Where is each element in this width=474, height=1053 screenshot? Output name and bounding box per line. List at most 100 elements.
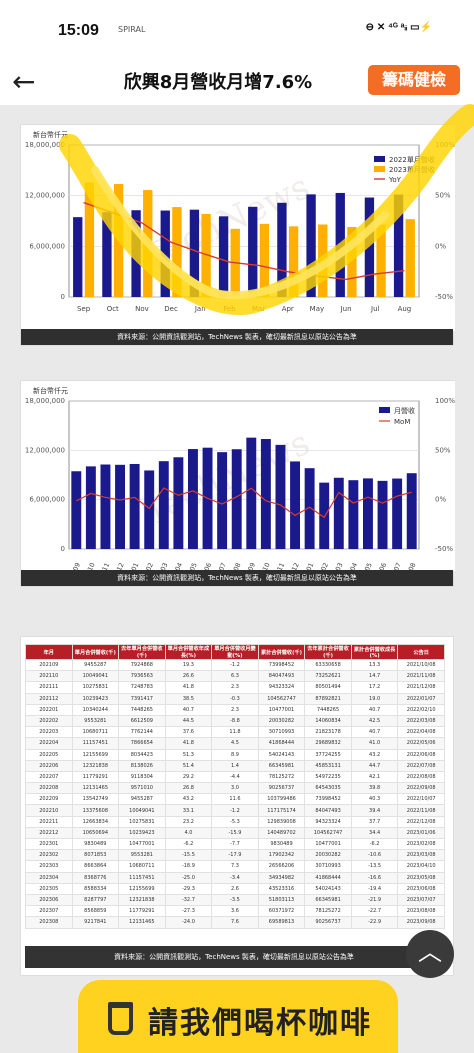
table-cell: 2023/08/08 <box>397 905 445 918</box>
x-tick-label: 22-03 <box>154 561 169 571</box>
table-cell: 13542749 <box>71 793 120 806</box>
x-tick-label: 23-03 <box>329 561 344 571</box>
table-cell: 14060834 <box>304 714 352 728</box>
bar-2022 <box>335 192 345 297</box>
y-tick-label: 18,000,000 <box>25 397 65 405</box>
table-cell: 10680711 <box>118 860 166 873</box>
table-header-cell: 公告日 <box>397 644 445 660</box>
table-cell: -4.4 <box>211 770 259 784</box>
table-cell: 90256737 <box>304 916 352 929</box>
table-cell: 42.1 <box>350 770 399 784</box>
table-cell: -1.2 <box>211 804 259 817</box>
status-icons: ⊖ ✕ ⁴ᴳ ᵃᵢᵢ ▭⚡ <box>365 22 432 33</box>
bar-2022 <box>393 194 404 297</box>
table-cell: 9553281 <box>118 849 166 862</box>
table-cell: 2022/06/08 <box>397 748 445 761</box>
monthly-revenue-chart-card: 新台幣仟元TechNews0-50%6,000,0000%12,000,0005… <box>20 380 455 587</box>
bar-2022 <box>306 194 316 297</box>
table-cell: 69589813 <box>257 916 306 929</box>
back-to-top-button[interactable]: ︿ <box>406 930 454 978</box>
y-tick-label: 12,000,000 <box>25 446 65 454</box>
table-header-cell: 累計合併營收成長(%) <box>350 644 399 660</box>
y2-tick-label: 0% <box>435 496 446 504</box>
x-tick-label: 21-12 <box>111 561 126 571</box>
table-cell: -27.3 <box>164 905 213 918</box>
table-cell: 202203 <box>25 726 73 739</box>
x-tick-label: Jul <box>370 305 380 313</box>
table-row: 202201 10340244 7448265 40.7 2.3 10477001 7448… <box>25 703 445 716</box>
table-row: 202307 8568859 11779291 -27.3 3.6 60371972 781… <box>25 905 445 918</box>
y2-tick-label: 100% <box>435 141 455 149</box>
table-cell: -18.9 <box>164 860 213 873</box>
chart-source: 資料來源：公開資訊觀測站，TechNews 製表，確切最新訊息以原站公告為準 <box>21 570 453 586</box>
table-cell: 40.7 <box>350 703 399 716</box>
table-cell: 8588334 <box>71 882 120 895</box>
monthly-revenue-bar <box>71 471 82 549</box>
table-cell: 12155699 <box>71 748 120 761</box>
table-cell: 202212 <box>25 826 73 840</box>
coffee-donate-banner[interactable]: 請我們喝杯咖啡 <box>78 980 398 1053</box>
x-tick-label: 22-02 <box>140 561 155 571</box>
table-cell: 9830489 <box>257 837 306 851</box>
unit-label: 新台幣仟元 <box>33 130 68 139</box>
table-cell: 66345981 <box>304 893 352 907</box>
monthly-revenue-bar <box>319 482 330 549</box>
table-cell: 3.0 <box>211 782 259 795</box>
table-row: 202111 10275831 7248783 41.8 2.3 94323324 8050… <box>25 681 445 694</box>
table-cell: 39.8 <box>350 782 399 795</box>
table-cell: 30710993 <box>304 860 352 873</box>
table-cell: 4.0 <box>164 826 213 840</box>
table-cell: 23.2 <box>164 815 213 828</box>
table-cell: 10239423 <box>118 826 166 840</box>
x-tick-label: 22-07 <box>213 561 228 571</box>
table-cell: 10275831 <box>118 815 166 828</box>
table-cell: 9553281 <box>71 714 120 728</box>
bar-2022 <box>131 210 141 297</box>
table-cell: 54024143 <box>304 882 352 895</box>
table-cell: 202306 <box>25 893 73 907</box>
table-cell: 13375608 <box>71 804 120 817</box>
table-cell: -29.3 <box>164 882 213 895</box>
table-cell: 8071853 <box>71 849 120 862</box>
back-arrow-icon[interactable]: ← <box>12 65 36 98</box>
chip-check-button[interactable]: 籌碼健檢 <box>368 65 460 95</box>
table-cell: 41.8 <box>164 681 213 694</box>
table-cell: -22.7 <box>350 905 399 918</box>
table-cell: 12155699 <box>118 882 166 895</box>
status-time: 15:09 <box>58 22 99 39</box>
table-cell: 2.3 <box>211 703 259 716</box>
table-cell: -7.7 <box>211 837 259 851</box>
table-cell: 19.3 <box>164 658 213 672</box>
table-cell: 8.9 <box>211 748 259 761</box>
table-cell: 7936563 <box>118 670 166 683</box>
status-bar: 15:09 SPIRAL ⊖ ✕ ⁴ᴳ ᵃᵢᵢ ▭⚡ <box>0 0 474 60</box>
bar-2023 <box>288 226 299 297</box>
revenue-table: 年月 單月合併營收(千) 去年單月合併營收(千) 單月合併營收年成長(%) 單月合併營收… <box>25 644 445 929</box>
bar-2022 <box>102 212 112 297</box>
monthly-revenue-bar <box>275 444 286 549</box>
table-cell: 202207 <box>25 770 73 784</box>
table-cell: 10477001 <box>118 837 166 851</box>
table-cell: 2023/03/08 <box>397 849 445 862</box>
x-tick-label: May <box>310 305 324 313</box>
table-cell: 51.3 <box>164 748 213 761</box>
table-cell: 202308 <box>25 916 73 929</box>
table-cell: 13.3 <box>350 658 399 672</box>
table-cell: 202210 <box>25 804 73 817</box>
table-cell: 2021/10/08 <box>397 658 445 672</box>
table-cell: 104562747 <box>304 826 352 840</box>
table-cell: -15.9 <box>211 826 259 840</box>
table-cell: -3.4 <box>211 871 259 884</box>
table-cell: 20030282 <box>304 849 352 862</box>
table-cell: 7391417 <box>118 692 166 705</box>
monthly-revenue-bar <box>231 449 242 549</box>
y-tick-label: 0 <box>61 293 65 301</box>
table-row: 202112 10239423 7391417 38.5 -0.3 104562747 87… <box>25 692 445 705</box>
table-cell: 17902342 <box>257 849 306 862</box>
x-tick-label: Dec <box>164 305 178 313</box>
table-cell: 12663834 <box>71 815 120 828</box>
table-cell: 66345981 <box>257 759 306 772</box>
table-cell: 202303 <box>25 860 73 873</box>
table-cell: 78125272 <box>257 770 306 784</box>
table-cell: 2021/12/08 <box>397 681 445 694</box>
